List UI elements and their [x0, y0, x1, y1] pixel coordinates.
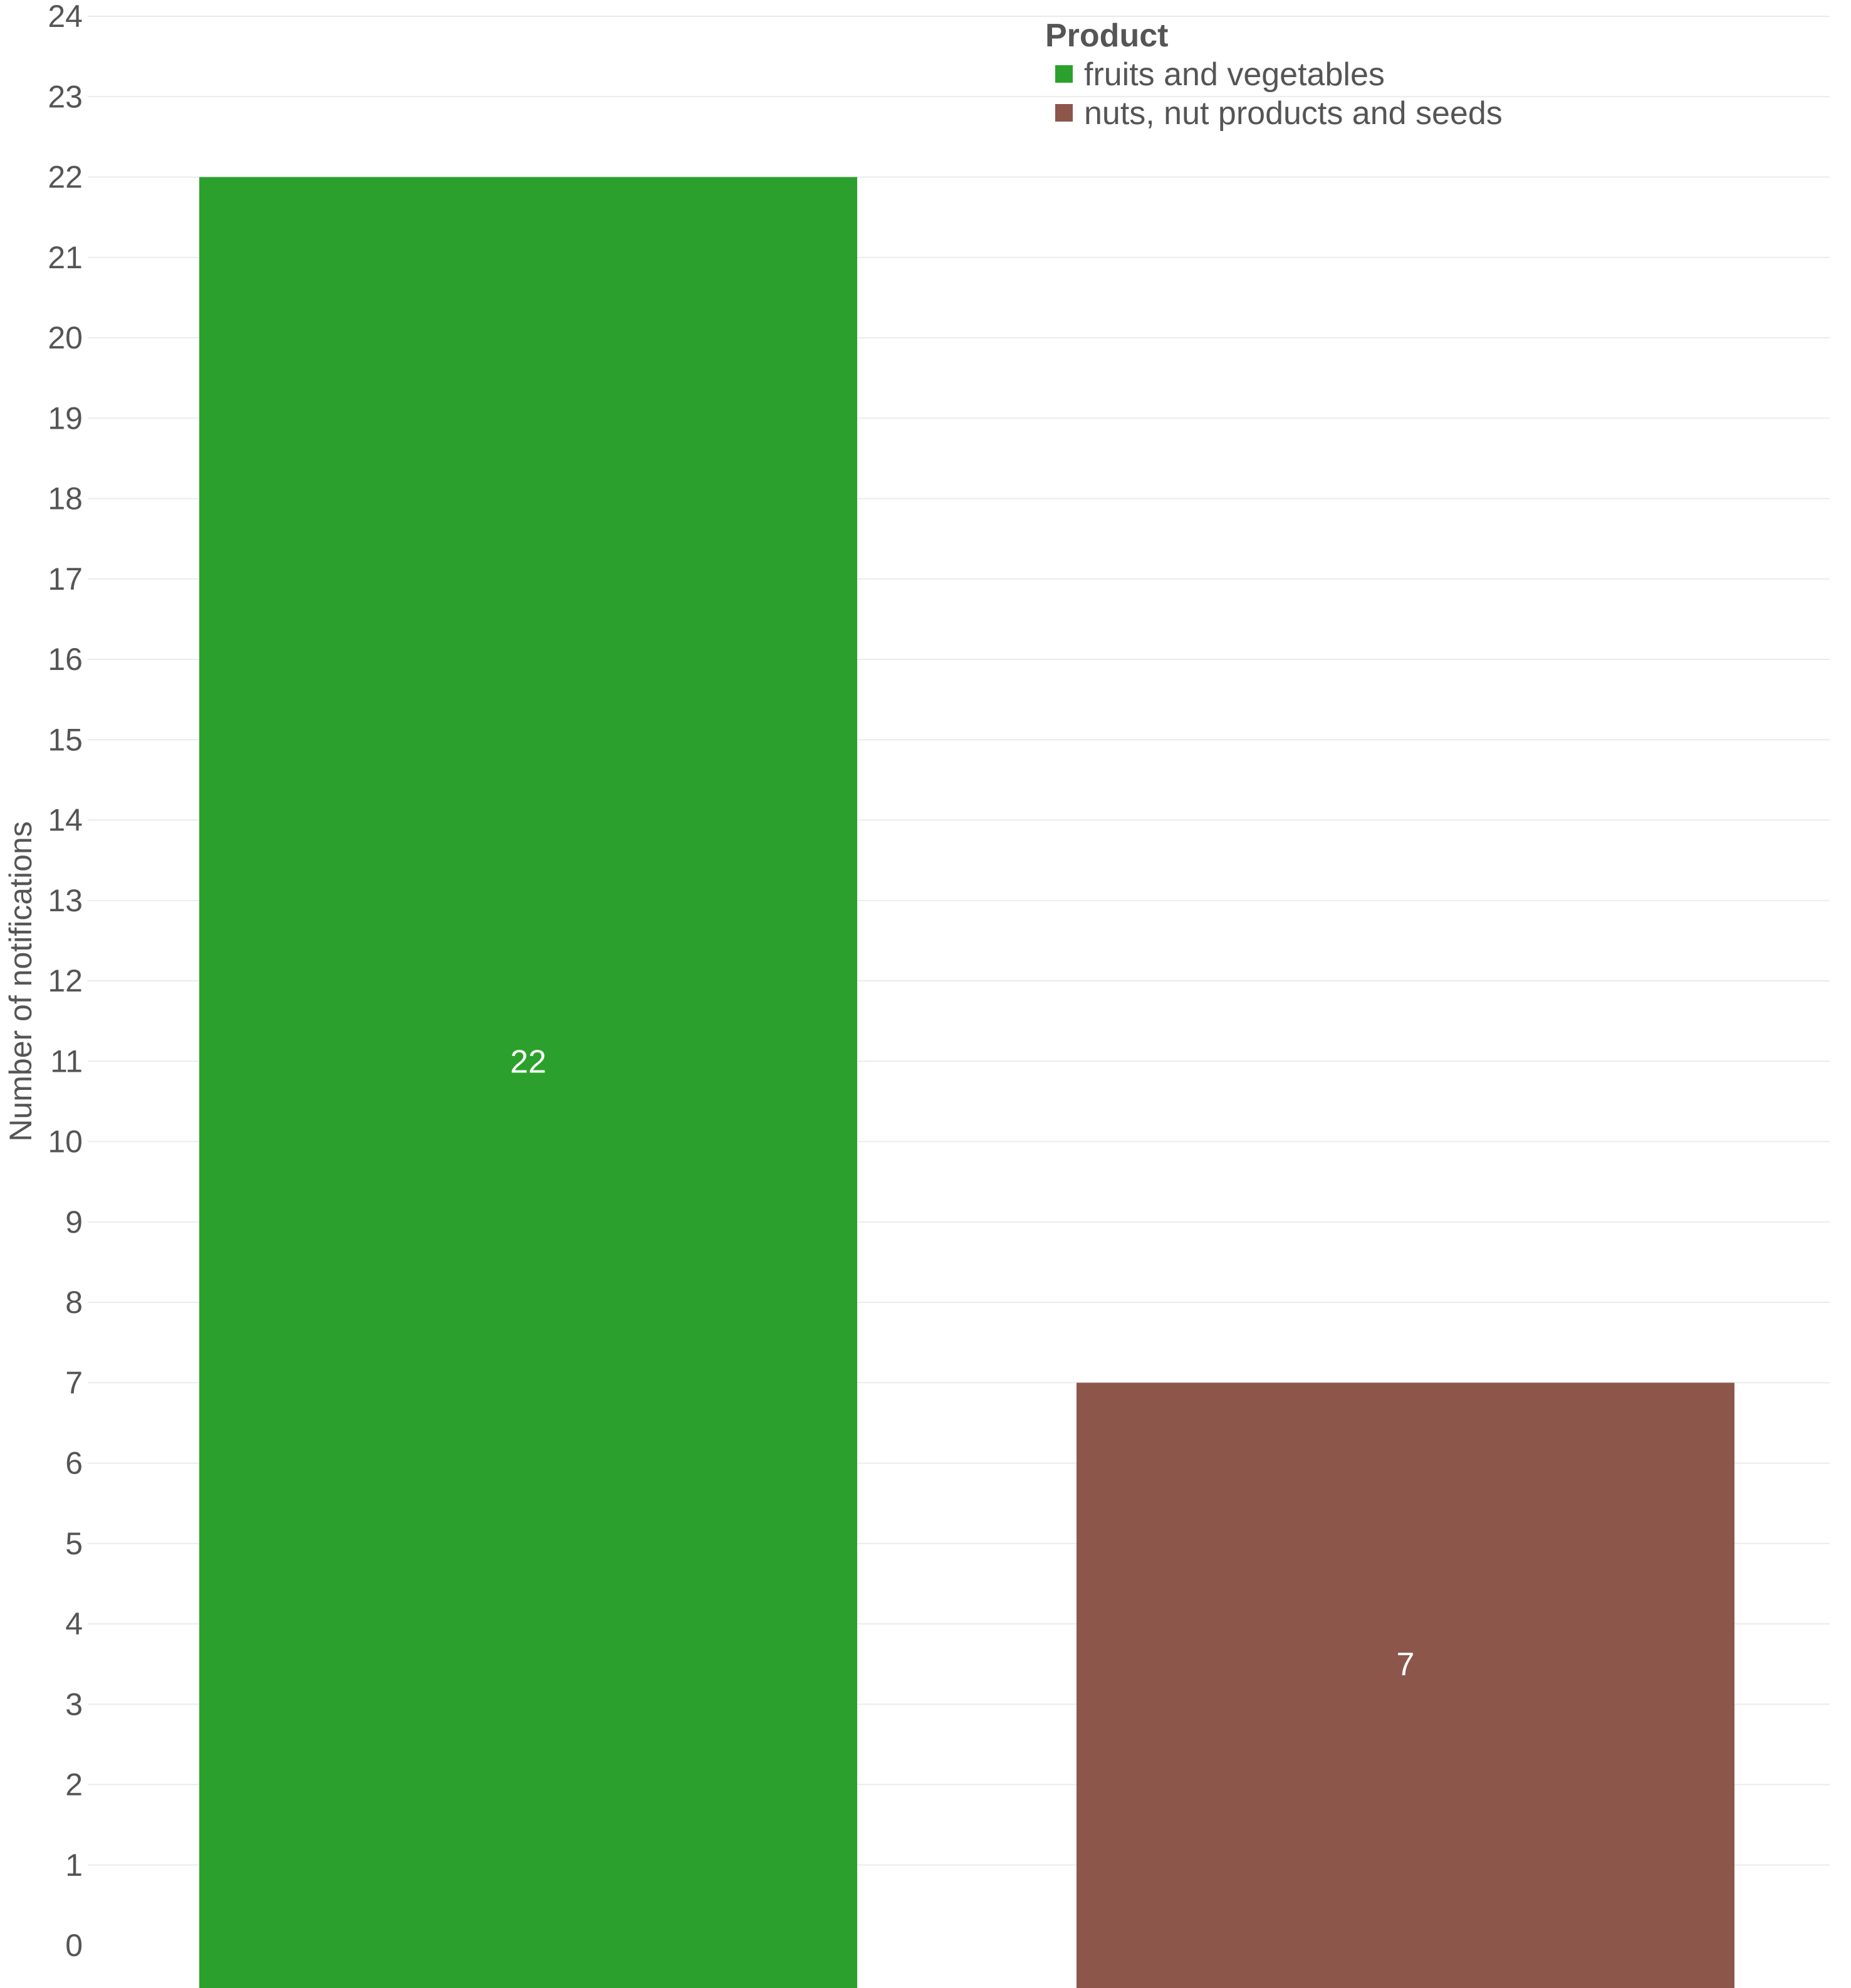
y-tick-label: 3 [65, 1687, 83, 1722]
bar-value-label: 22 [510, 1044, 546, 1080]
y-tick-label: 2 [65, 1767, 83, 1802]
y-tick-label: 17 [48, 562, 83, 597]
y-tick-label: 11 [50, 1044, 83, 1079]
y-tick-label: 6 [65, 1446, 83, 1481]
y-tick-label: 22 [48, 160, 83, 195]
y-tick-label: 1 [65, 1848, 83, 1883]
y-tick-label: 7 [65, 1365, 83, 1400]
y-tick-label: 20 [48, 320, 83, 355]
y-tick-label: 15 [48, 722, 83, 757]
y-tick-label: 16 [48, 642, 83, 677]
y-tick-label: 21 [48, 240, 83, 275]
y-tick-label: 0 [65, 1928, 83, 1963]
y-tick-label: 18 [48, 481, 83, 516]
y-tick-label: 4 [65, 1606, 83, 1641]
bar [199, 177, 857, 1988]
y-tick-label: 14 [48, 803, 83, 838]
y-axis-label: Number of notifications [3, 821, 38, 1141]
y-tick-label: 24 [48, 0, 83, 34]
legend-title: Product [1045, 18, 1168, 54]
bar-value-label: 7 [1397, 1646, 1415, 1683]
y-tick-label: 13 [48, 883, 83, 918]
y-tick-label: 9 [65, 1205, 83, 1240]
y-tick-label: 10 [48, 1124, 83, 1159]
bars: 22 7 [199, 177, 1734, 1988]
bar [1077, 1383, 1734, 1988]
y-tick-label: 8 [65, 1285, 83, 1320]
y-tick-label: 23 [48, 79, 83, 114]
y-tick-label: 5 [65, 1526, 83, 1561]
legend-label: nuts, nut products and seeds [1084, 95, 1503, 132]
legend-swatch [1055, 104, 1073, 122]
legend-label: fruits and vegetables [1084, 56, 1385, 93]
y-tick-label: 12 [48, 963, 83, 998]
legend-swatch [1055, 65, 1073, 83]
y-tick-label: 19 [48, 400, 83, 436]
